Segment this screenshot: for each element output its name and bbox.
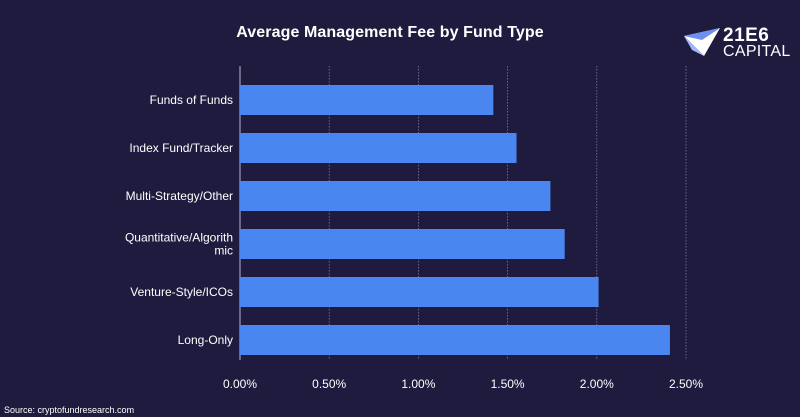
x-tick-label: 1.50%	[491, 377, 525, 391]
x-tick-label: 0.00%	[223, 377, 257, 391]
category-label: Quantitative/Algorith mic	[125, 231, 233, 258]
x-tick-label: 0.50%	[312, 377, 346, 391]
category-label: Funds of Funds	[150, 93, 233, 107]
source-note: Source: cryptofundresearch.com	[4, 405, 135, 415]
bar	[240, 181, 551, 211]
bar	[240, 133, 517, 163]
category-labels: Funds of Funds Index Fund/Tracker Multi-St…	[125, 93, 233, 347]
category-label: Long-Only	[178, 333, 233, 347]
chart-title: Average Management Fee by Fund Type	[236, 24, 544, 41]
logo-mark-icon	[684, 28, 720, 56]
category-label: Venture-Style/ICOs	[130, 285, 233, 299]
category-label: Multi-Strategy/Other	[126, 189, 233, 203]
bar	[240, 85, 494, 115]
x-tick-label: 2.50%	[669, 377, 703, 391]
category-label: Index Fund/Tracker	[129, 141, 233, 155]
bar	[240, 277, 599, 307]
bar	[240, 325, 670, 355]
company-logo: 21E6 CAPITAL	[680, 24, 795, 64]
x-tick-label: 1.00%	[401, 377, 435, 391]
logo-name: 21E6	[723, 25, 770, 46]
x-tick-label: 2.00%	[580, 377, 614, 391]
logo-sub: CAPITAL	[723, 43, 791, 60]
bars	[240, 85, 670, 355]
x-tick-labels: 0.00% 0.50% 1.00% 1.50% 2.00% 2.50%	[223, 377, 703, 391]
bar	[240, 229, 565, 259]
